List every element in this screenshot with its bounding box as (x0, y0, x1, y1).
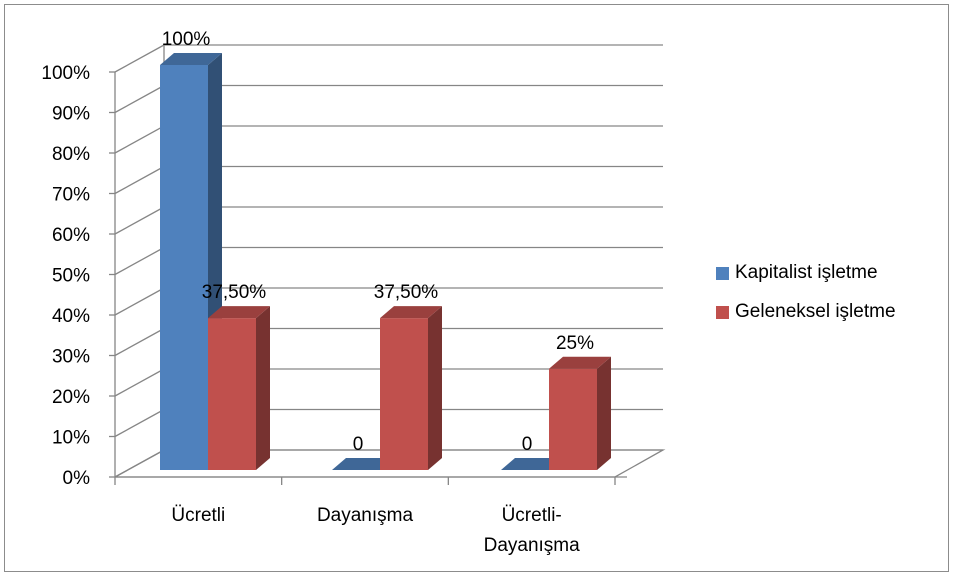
y-tick-label: 50% (52, 266, 90, 287)
y-tick-label: 40% (52, 306, 90, 327)
side-wall-line (114, 125, 165, 154)
side-wall-line (114, 246, 165, 276)
y-tick-label: 10% (52, 428, 90, 449)
y-tick-label: 90% (52, 104, 90, 125)
x-category-label: Ücretli (171, 505, 225, 526)
y-tick-label: 60% (52, 225, 90, 246)
bar-top (380, 306, 442, 319)
bar-side (256, 306, 270, 470)
side-wall-line (114, 165, 165, 195)
bar-side (597, 356, 611, 470)
legend-swatch (716, 266, 729, 280)
side-wall-line (114, 84, 165, 114)
data-label: 0 (522, 434, 533, 455)
y-tick-label: 70% (52, 185, 90, 206)
x-category-label: Dayanışma (317, 505, 414, 526)
legend: Kapitalist işletme Geleneksel işletme (716, 261, 896, 339)
bar-top (549, 356, 611, 369)
bar-top (332, 458, 394, 470)
bar-chart: 0% 10% 20% 30% 40% 50% 60% 70% 80% 90% 100% Ücretli… (41, 29, 666, 556)
data-label: 37,50% (374, 282, 439, 303)
bar-side (428, 306, 442, 470)
data-label: 0 (353, 434, 364, 455)
bar-front (380, 318, 428, 470)
bar-front (208, 318, 256, 470)
y-tick-label: 30% (52, 347, 90, 368)
y-tick-label: 80% (52, 144, 90, 165)
side-wall-line (114, 327, 165, 357)
side-wall-line (114, 44, 165, 73)
legend-label: Kapitalist işletme (735, 262, 878, 283)
legend-label: Geleneksel işletme (735, 301, 896, 322)
legend-swatch (716, 305, 729, 319)
side-wall-line (114, 368, 165, 397)
bar-top (160, 53, 222, 65)
bar-front (549, 368, 597, 470)
side-wall-line (114, 206, 165, 235)
y-tick-label: 0% (63, 468, 91, 489)
data-label: 37,50% (202, 282, 267, 303)
y-tick-label: 100% (41, 63, 90, 84)
chart-frame: 0% 10% 20% 30% 40% 50% 60% 70% 80% 90% 100% Ücretli… (4, 4, 949, 572)
legend-item: Kapitalist işletme (716, 261, 896, 285)
legend-item: Geleneksel işletme (716, 300, 896, 324)
bar-front (160, 65, 208, 470)
data-label: 100% (162, 29, 211, 50)
data-label: 25% (556, 333, 594, 354)
side-wall-line (114, 287, 165, 316)
side-wall-line (114, 408, 165, 438)
y-tick-label: 20% (52, 387, 90, 408)
bar-top (208, 306, 270, 319)
x-category-label: Ücretli- (502, 505, 562, 526)
bar-top (501, 458, 563, 470)
x-category-label: Dayanışma (484, 535, 581, 556)
